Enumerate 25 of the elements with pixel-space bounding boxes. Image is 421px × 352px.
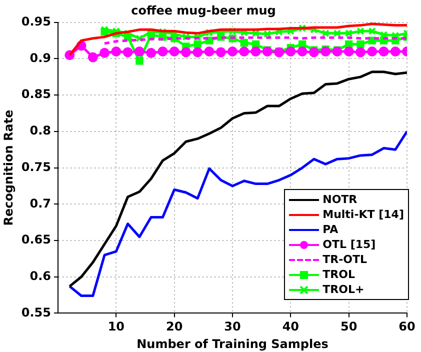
y-tick-label: 0.65 (21, 232, 52, 247)
y-tick-label: 0.85 (21, 87, 52, 102)
x-tick-label: 20 (166, 320, 183, 334)
x-tick-label: 60 (398, 320, 416, 334)
legend-label: TR-OTL (322, 252, 368, 267)
legend-label: OTL [15] (322, 237, 376, 252)
y-tick-label: 0.7 (30, 196, 52, 210)
legend-label: PA (322, 222, 338, 237)
y-tick-label: 0.55 (21, 305, 52, 320)
x-tick-label: 30 (224, 320, 241, 334)
y-tick-label: 0.9 (30, 50, 52, 65)
y-tick-label: 0.75 (21, 160, 52, 174)
x-tick-label: 50 (340, 320, 358, 334)
chart-title: coffee mug-beer mug (131, 3, 276, 18)
x-axis-title: Number of Training Samples (136, 336, 328, 351)
legend-label: NOTR (322, 192, 358, 207)
y-tick-label: 0.8 (30, 124, 52, 138)
legend-label: TROL (322, 267, 355, 282)
x-tick-label: 40 (282, 320, 300, 334)
legend-label: Multi-KT [14] (322, 207, 404, 222)
legend-label: TROL+ (322, 282, 364, 297)
y-axis-title: Recognition Rate (1, 110, 16, 226)
y-tick-label: 0.6 (30, 268, 52, 283)
y-tick-label: 0.95 (21, 14, 52, 29)
x-tick-label: 10 (108, 320, 125, 334)
